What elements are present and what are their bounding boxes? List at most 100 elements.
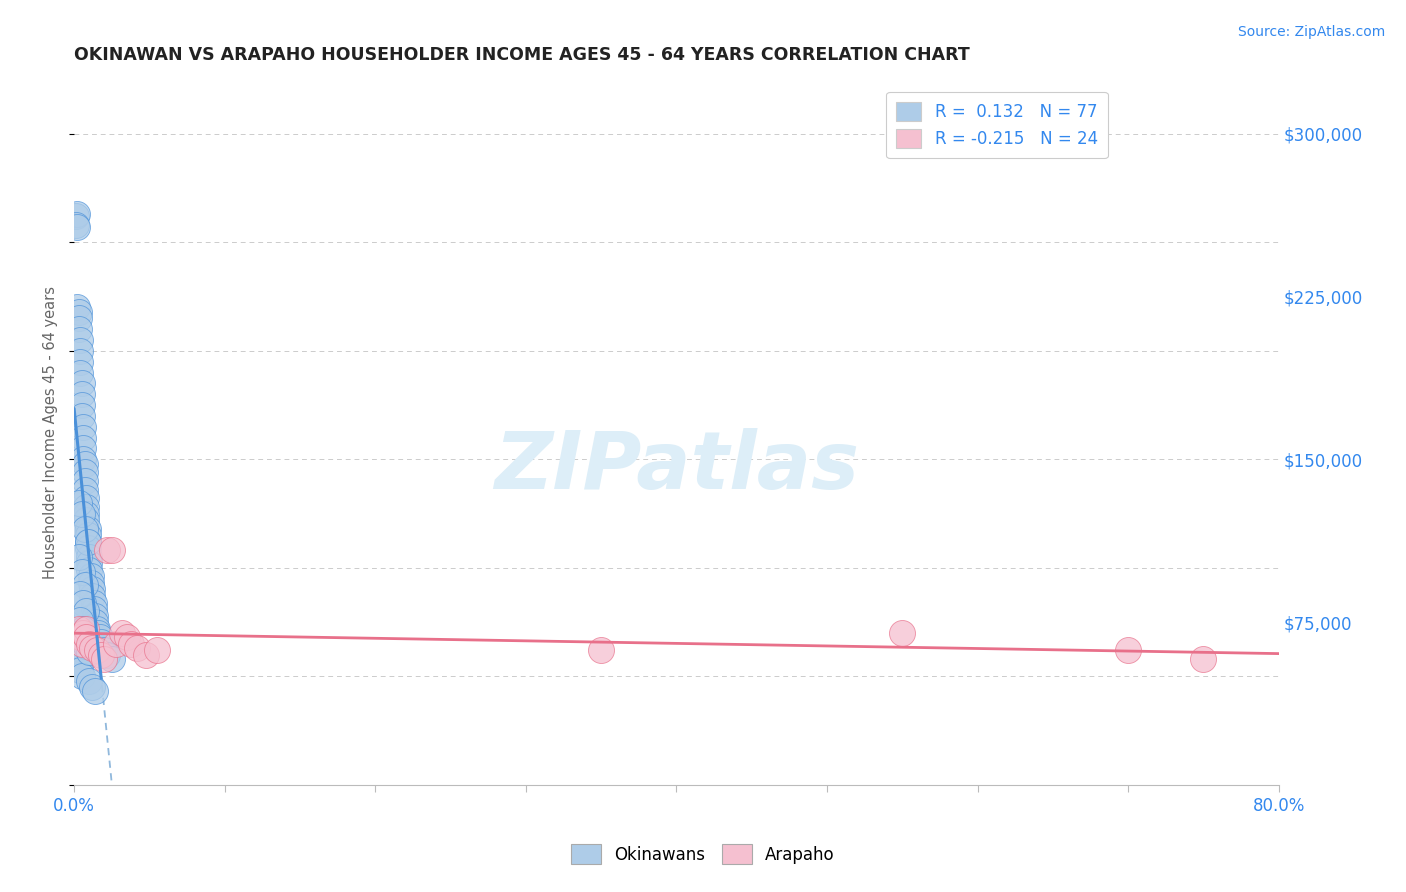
Point xyxy=(69,613,91,627)
Point xyxy=(84,615,107,629)
Point xyxy=(84,684,107,698)
Point xyxy=(67,496,90,510)
Point xyxy=(90,648,112,662)
Point xyxy=(96,648,118,662)
Point xyxy=(70,398,93,412)
Point xyxy=(67,322,90,336)
Point xyxy=(891,626,914,640)
Point xyxy=(67,549,90,564)
Point xyxy=(70,637,93,651)
Point xyxy=(93,643,115,657)
Point xyxy=(1192,652,1215,666)
Point xyxy=(120,637,142,651)
Point xyxy=(69,354,91,368)
Point xyxy=(76,522,98,536)
Point xyxy=(79,569,101,583)
Point xyxy=(75,507,97,521)
Point xyxy=(76,541,98,556)
Point xyxy=(96,543,118,558)
Point xyxy=(69,366,91,380)
Point xyxy=(70,565,93,579)
Point xyxy=(73,457,96,471)
Point xyxy=(91,639,114,653)
Point xyxy=(73,466,96,480)
Point xyxy=(66,207,89,221)
Point xyxy=(70,387,93,401)
Point xyxy=(75,630,97,644)
Point xyxy=(100,652,122,666)
Point xyxy=(75,604,97,618)
Point xyxy=(72,626,94,640)
Point xyxy=(76,534,98,549)
Y-axis label: Householder Income Ages 45 - 64 years: Householder Income Ages 45 - 64 years xyxy=(44,285,58,579)
Point xyxy=(69,626,91,640)
Point xyxy=(86,643,108,657)
Point xyxy=(67,622,90,636)
Point xyxy=(135,648,157,662)
Point xyxy=(69,343,91,358)
Point xyxy=(82,641,104,656)
Text: ZIPatlas: ZIPatlas xyxy=(494,428,859,507)
Point xyxy=(72,431,94,445)
Point xyxy=(75,491,97,506)
Point xyxy=(69,333,91,347)
Point xyxy=(70,409,93,423)
Point xyxy=(72,419,94,434)
Point xyxy=(82,582,104,597)
Point xyxy=(77,549,100,564)
Point xyxy=(75,639,97,653)
Point xyxy=(73,578,96,592)
Point xyxy=(1116,643,1139,657)
Point xyxy=(90,634,112,648)
Point xyxy=(115,630,138,644)
Point xyxy=(70,643,93,657)
Point xyxy=(69,630,91,644)
Point xyxy=(100,543,122,558)
Point xyxy=(76,528,98,542)
Point xyxy=(69,663,91,677)
Point xyxy=(77,673,100,688)
Point xyxy=(75,630,97,644)
Point xyxy=(65,218,87,232)
Point xyxy=(70,669,93,683)
Point xyxy=(75,500,97,514)
Point xyxy=(72,622,94,636)
Point xyxy=(67,311,90,326)
Point xyxy=(87,626,110,640)
Point xyxy=(67,637,90,651)
Point xyxy=(77,563,100,577)
Point xyxy=(72,595,94,609)
Point xyxy=(93,652,115,666)
Point xyxy=(75,513,97,527)
Point xyxy=(72,632,94,647)
Point xyxy=(111,626,134,640)
Point xyxy=(73,483,96,497)
Point xyxy=(67,305,90,319)
Point xyxy=(65,210,87,224)
Point xyxy=(72,452,94,467)
Point xyxy=(76,534,98,549)
Point xyxy=(73,522,96,536)
Point xyxy=(105,637,128,651)
Point xyxy=(89,630,111,644)
Point xyxy=(75,622,97,636)
Point xyxy=(591,643,613,657)
Point xyxy=(70,376,93,391)
Point xyxy=(72,442,94,456)
Point xyxy=(82,680,104,694)
Point xyxy=(84,608,107,623)
Point xyxy=(66,301,89,315)
Point xyxy=(67,657,90,671)
Point xyxy=(82,589,104,603)
Point xyxy=(146,643,169,657)
Point xyxy=(77,645,100,659)
Point xyxy=(83,595,105,609)
Point xyxy=(66,220,89,235)
Point xyxy=(70,507,93,521)
Text: Source: ZipAtlas.com: Source: ZipAtlas.com xyxy=(1237,25,1385,39)
Text: OKINAWAN VS ARAPAHO HOUSEHOLDER INCOME AGES 45 - 64 YEARS CORRELATION CHART: OKINAWAN VS ARAPAHO HOUSEHOLDER INCOME A… xyxy=(75,46,970,64)
Point xyxy=(86,622,108,636)
Point xyxy=(127,641,149,656)
Point xyxy=(83,602,105,616)
Point xyxy=(73,649,96,664)
